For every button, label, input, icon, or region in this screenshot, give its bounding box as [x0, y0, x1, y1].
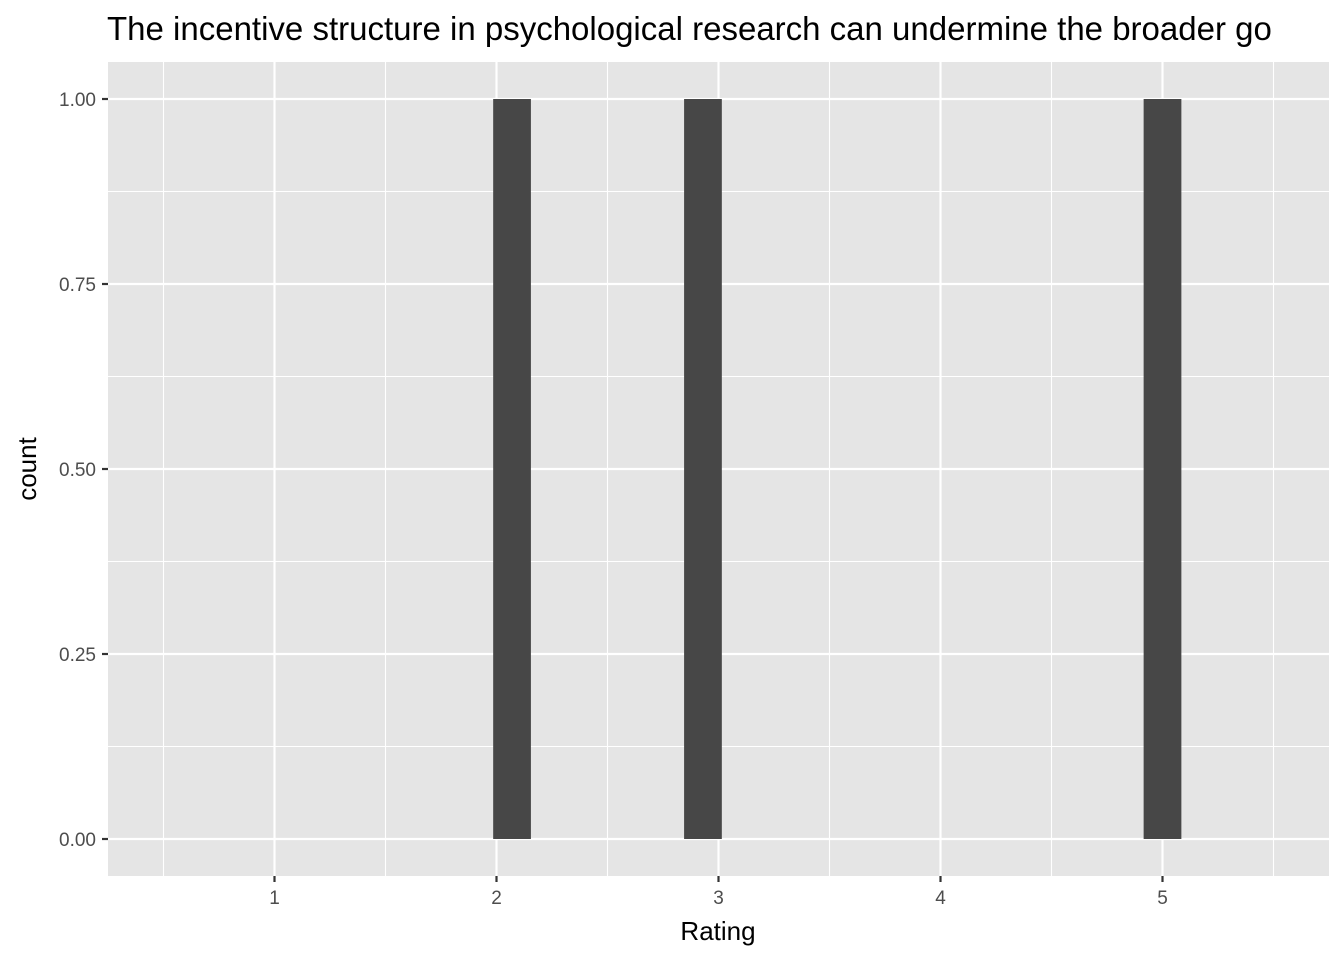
- bar-1: [493, 99, 531, 839]
- bars: [493, 99, 1182, 839]
- y-axis-title: count: [12, 436, 42, 500]
- x-tick-label: 2: [491, 888, 502, 909]
- x-tick-label: 5: [1157, 888, 1168, 909]
- bar-2: [684, 99, 722, 839]
- y-tick-label: 1.00: [59, 90, 96, 111]
- bar-3: [1143, 99, 1182, 839]
- x-tick-label: 1: [269, 888, 280, 909]
- x-axis: 1 2 3 4 5: [269, 876, 1168, 909]
- x-tick-label: 4: [935, 888, 946, 909]
- y-tick-label: 0.00: [59, 830, 96, 851]
- y-tick-label: 0.50: [59, 460, 96, 481]
- x-axis-title: Rating: [680, 916, 755, 946]
- chart-title: The incentive structure in psychological…: [107, 10, 1272, 47]
- x-tick-label: 3: [713, 888, 724, 909]
- y-tick-label: 0.25: [59, 645, 96, 666]
- y-tick-label: 0.75: [59, 275, 96, 296]
- y-axis: 0.00 0.25 0.50 0.75 1.00: [59, 90, 108, 851]
